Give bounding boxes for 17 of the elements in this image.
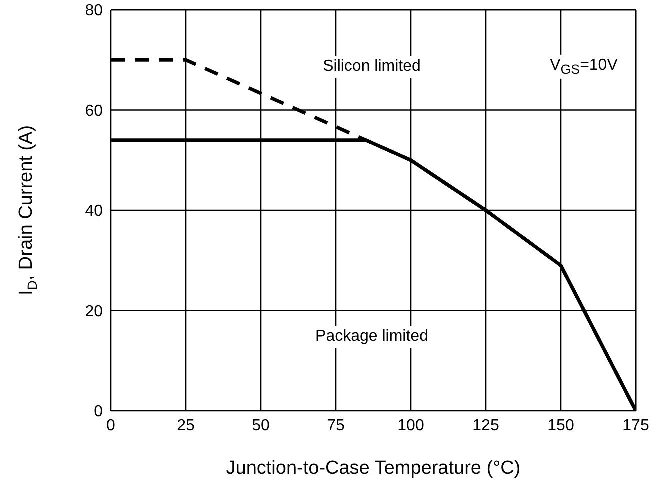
x-tick-label: 50 [252,417,270,434]
y-tick-label: 0 [94,404,104,421]
x-tick-label: 75 [327,417,345,434]
x-tick-label: 125 [472,417,500,434]
annotation: Silicon limited [317,56,427,78]
x-tick-label: 150 [548,417,574,434]
y-tick-label: 20 [85,303,104,320]
y-tick-label: 40 [85,203,104,220]
x-axis-title: Junction-to-Case Temperature (°C) [226,458,521,479]
x-tick-label: 25 [177,417,195,434]
annotation: V$_{GS}$=10V [544,54,624,80]
y-tick-label: 60 [85,102,104,120]
x-tick-label: 100 [398,417,424,434]
annotation: Package limited [310,326,434,348]
x-tick-label: 175 [622,417,650,434]
x-tick-label: 0 [106,417,116,434]
y-tick-label: 80 [85,2,104,20]
